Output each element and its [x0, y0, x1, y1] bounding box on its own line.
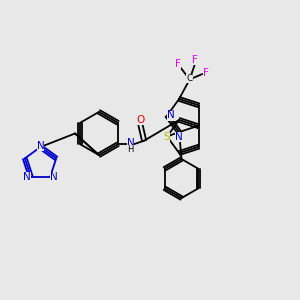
Text: N: N [127, 138, 134, 148]
Text: N: N [167, 110, 175, 121]
Text: F: F [192, 55, 198, 65]
Text: N: N [23, 172, 31, 182]
Text: C: C [187, 74, 193, 83]
Text: S: S [164, 132, 170, 142]
Text: F: F [203, 68, 209, 78]
Text: F: F [175, 59, 181, 70]
Text: N: N [175, 132, 183, 142]
Text: H: H [128, 145, 134, 154]
Text: N: N [37, 141, 44, 152]
Text: O: O [136, 115, 145, 125]
Text: N: N [50, 172, 58, 182]
